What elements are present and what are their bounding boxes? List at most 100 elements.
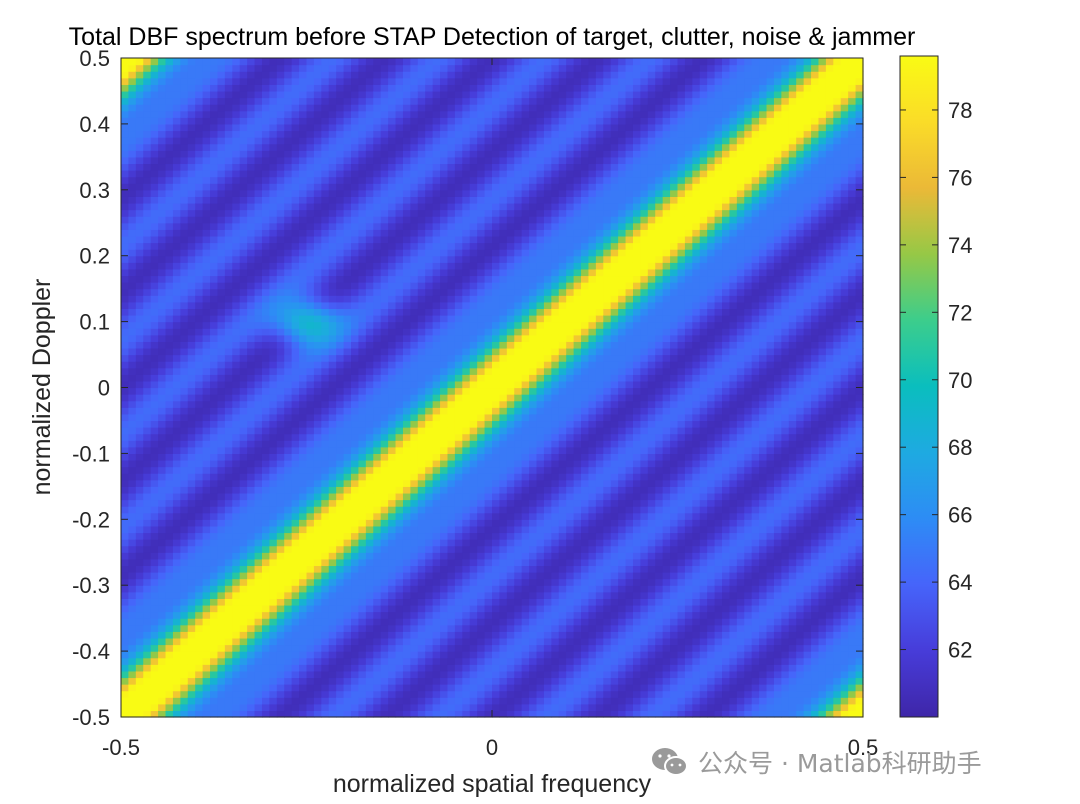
heatmap-cell bbox=[328, 466, 337, 474]
heatmap-cell bbox=[150, 328, 159, 336]
heatmap-cell bbox=[425, 58, 434, 66]
heatmap-cell bbox=[239, 150, 248, 158]
heatmap-cell bbox=[180, 341, 189, 349]
heatmap-cell bbox=[447, 209, 456, 217]
heatmap-cell bbox=[373, 196, 382, 204]
heatmap-cell bbox=[410, 104, 419, 112]
heatmap-cell bbox=[402, 697, 411, 705]
heatmap-cell bbox=[380, 466, 389, 474]
heatmap-cell bbox=[306, 558, 315, 567]
heatmap-cell bbox=[343, 216, 352, 224]
heatmap-cell bbox=[150, 150, 159, 158]
heatmap-cell bbox=[477, 618, 486, 626]
heatmap-cell bbox=[343, 525, 352, 534]
heatmap-cell bbox=[469, 585, 478, 593]
heatmap-cell bbox=[254, 664, 263, 672]
heatmap-cell bbox=[306, 532, 315, 540]
heatmap-cell bbox=[321, 229, 330, 237]
heatmap-cell bbox=[135, 670, 144, 679]
heatmap-cell bbox=[261, 84, 270, 92]
heatmap-cell bbox=[328, 150, 337, 158]
heatmap-cell bbox=[313, 677, 322, 685]
heatmap-cell bbox=[143, 427, 152, 435]
heatmap-cell bbox=[143, 301, 152, 310]
heatmap-cell bbox=[469, 137, 478, 145]
heatmap-cell bbox=[447, 242, 456, 250]
heatmap-cell bbox=[417, 657, 426, 665]
heatmap-cell bbox=[484, 71, 493, 79]
heatmap-cell bbox=[425, 301, 434, 310]
heatmap-cell bbox=[454, 459, 463, 468]
heatmap-cell bbox=[187, 651, 196, 659]
heatmap-cell bbox=[410, 572, 419, 580]
heatmap-cell bbox=[291, 446, 300, 454]
heatmap-cell bbox=[269, 156, 278, 165]
heatmap-cell bbox=[121, 328, 130, 336]
heatmap-cell bbox=[247, 163, 256, 171]
heatmap-cell bbox=[261, 374, 270, 382]
heatmap-cell bbox=[477, 651, 486, 659]
heatmap-cell bbox=[306, 512, 315, 520]
heatmap-cell bbox=[172, 249, 181, 257]
heatmap-cell bbox=[447, 268, 456, 277]
heatmap-cell bbox=[395, 618, 404, 626]
heatmap-cell bbox=[336, 163, 345, 171]
heatmap-cell bbox=[165, 624, 174, 632]
heatmap-cell bbox=[321, 222, 330, 230]
heatmap-cell bbox=[276, 97, 285, 105]
heatmap-cell bbox=[484, 130, 493, 138]
heatmap-cell bbox=[336, 591, 345, 599]
heatmap-cell bbox=[447, 611, 456, 619]
heatmap-cell bbox=[128, 486, 137, 494]
heatmap-cell bbox=[187, 354, 196, 362]
heatmap-cell bbox=[276, 664, 285, 672]
heatmap-cell bbox=[343, 413, 352, 422]
heatmap-cell bbox=[143, 525, 152, 534]
heatmap-cell bbox=[210, 334, 219, 342]
heatmap-cell bbox=[135, 473, 144, 481]
heatmap-cell bbox=[202, 394, 211, 402]
heatmap-cell bbox=[328, 624, 337, 632]
heatmap-cell bbox=[313, 222, 322, 230]
heatmap-cell bbox=[210, 209, 219, 217]
heatmap-cell bbox=[165, 110, 174, 118]
heatmap-cell bbox=[410, 354, 419, 362]
heatmap-cell bbox=[462, 506, 471, 514]
heatmap-cell bbox=[299, 315, 308, 323]
heatmap-cell bbox=[150, 407, 159, 415]
heatmap-cell bbox=[239, 591, 248, 599]
heatmap-cell bbox=[187, 565, 196, 573]
heatmap-cell bbox=[261, 255, 270, 263]
heatmap-cell bbox=[284, 104, 293, 112]
heatmap-cell bbox=[121, 143, 130, 151]
heatmap-cell bbox=[172, 209, 181, 217]
heatmap-cell bbox=[425, 710, 434, 718]
heatmap-cell bbox=[343, 519, 352, 527]
heatmap-cell bbox=[187, 545, 196, 553]
heatmap-cell bbox=[269, 697, 278, 705]
heatmap-cell bbox=[454, 519, 463, 527]
heatmap-cell bbox=[321, 420, 330, 428]
heatmap-cell bbox=[180, 657, 189, 665]
heatmap-cell bbox=[462, 618, 471, 626]
heatmap-cell bbox=[484, 394, 493, 402]
heatmap-cell bbox=[232, 479, 241, 487]
heatmap-cell bbox=[217, 202, 226, 211]
heatmap-cell bbox=[321, 367, 330, 375]
heatmap-cell bbox=[306, 591, 315, 599]
heatmap-cell bbox=[425, 670, 434, 679]
heatmap-cell bbox=[402, 565, 411, 573]
heatmap-cell bbox=[284, 479, 293, 487]
heatmap-cell bbox=[440, 604, 449, 613]
heatmap-cell bbox=[172, 407, 181, 415]
heatmap-cell bbox=[447, 473, 456, 481]
heatmap-cell bbox=[180, 578, 189, 586]
heatmap-cell bbox=[462, 664, 471, 672]
heatmap-cell bbox=[121, 97, 130, 105]
heatmap-cell bbox=[410, 413, 419, 422]
heatmap-cell bbox=[299, 453, 308, 461]
heatmap-cell bbox=[284, 229, 293, 237]
heatmap-cell bbox=[388, 387, 397, 395]
heatmap-cell bbox=[373, 664, 382, 672]
heatmap-cell bbox=[380, 637, 389, 646]
